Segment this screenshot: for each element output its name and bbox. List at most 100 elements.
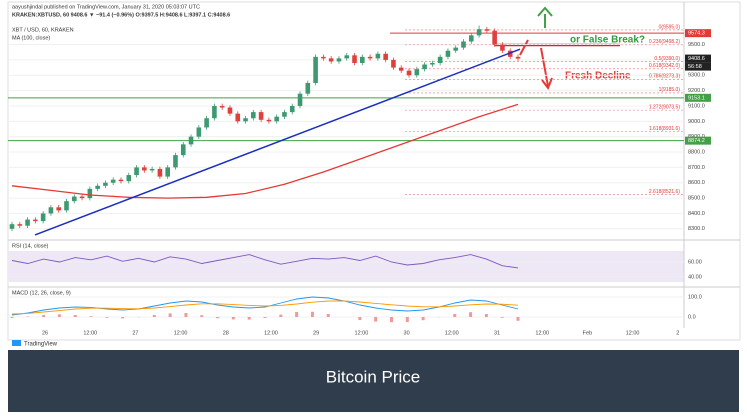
histogram-bar bbox=[90, 316, 93, 317]
candle-body bbox=[80, 197, 85, 199]
histogram-bar bbox=[422, 317, 425, 320]
author-line: aayushjindal published on TradingView.co… bbox=[12, 4, 200, 10]
fib-label: 0.618(9342.0) bbox=[649, 63, 680, 69]
x-tick-label: 28 bbox=[223, 330, 229, 336]
histogram-bar bbox=[358, 317, 361, 320]
logo-icon bbox=[12, 340, 21, 346]
candle-body bbox=[430, 63, 435, 65]
x-tick-label: 12:00 bbox=[445, 330, 459, 336]
candle-body bbox=[181, 144, 186, 155]
candle-body bbox=[329, 58, 334, 61]
x-tick-label: 2 bbox=[676, 330, 679, 336]
histogram-bar bbox=[169, 313, 172, 317]
candle-body bbox=[399, 68, 404, 71]
candle-body bbox=[453, 48, 458, 51]
histogram-bar bbox=[248, 317, 251, 320]
x-tick-label: 26 bbox=[42, 330, 48, 336]
histogram-bar bbox=[517, 317, 520, 321]
fib-label: 0.236(9498.2) bbox=[649, 39, 680, 45]
histogram-bar bbox=[469, 312, 472, 317]
price-tag-label: 9408.6 bbox=[688, 56, 705, 62]
fib-label: 2.618(8521.6) bbox=[649, 189, 680, 195]
candle-body bbox=[126, 175, 131, 181]
fib-label: 0.786(9273.3) bbox=[649, 74, 680, 80]
fib-label: 1.272(9073.5) bbox=[649, 104, 680, 110]
histogram-bar bbox=[74, 315, 77, 317]
candle-body bbox=[33, 220, 38, 222]
histogram-bar bbox=[264, 317, 267, 318]
histogram-bar bbox=[406, 317, 409, 322]
candle-body bbox=[259, 112, 264, 120]
candle-body bbox=[321, 57, 326, 59]
candle-body bbox=[344, 55, 349, 58]
candle-body bbox=[243, 118, 248, 121]
candle-body bbox=[407, 71, 412, 76]
y-tick-label: 100.0 bbox=[688, 294, 702, 300]
candle-body bbox=[197, 127, 202, 136]
candle-body bbox=[461, 41, 466, 47]
x-tick-label: 12:00 bbox=[535, 330, 549, 336]
y-tick-label: 8800.0 bbox=[688, 149, 705, 155]
candle-body bbox=[516, 57, 521, 59]
y-tick-label: 40.00 bbox=[688, 274, 702, 280]
candle-body bbox=[150, 169, 155, 171]
candle-body bbox=[165, 167, 170, 176]
y-tick-label: 9500.0 bbox=[688, 42, 705, 48]
candle-body bbox=[72, 197, 77, 202]
macd-label: MACD (12, 26, close, 9) bbox=[12, 290, 71, 296]
candle-body bbox=[492, 31, 497, 45]
candle-body bbox=[64, 201, 69, 210]
candle-body bbox=[469, 35, 474, 41]
candle-body bbox=[17, 224, 22, 226]
candle-body bbox=[235, 114, 240, 122]
histogram-bar bbox=[58, 314, 61, 317]
rsi-label: RSI (14, close) bbox=[12, 243, 49, 249]
histogram-bar bbox=[105, 317, 108, 318]
histogram-bar bbox=[279, 315, 282, 317]
y-tick-label: 8500.0 bbox=[688, 196, 705, 202]
histogram-bar bbox=[295, 312, 298, 317]
candle-body bbox=[119, 180, 124, 182]
candle-body bbox=[368, 57, 373, 59]
candle-body bbox=[212, 106, 217, 118]
candle-body bbox=[313, 57, 318, 83]
annotation: Fresh Decline bbox=[565, 71, 631, 82]
histogram-bar bbox=[311, 312, 314, 317]
candle-body bbox=[10, 224, 15, 229]
x-tick-label: 29 bbox=[313, 330, 319, 336]
histogram-bar bbox=[485, 314, 488, 317]
x-tick-label: 12:00 bbox=[264, 330, 278, 336]
y-tick-label: 9100.0 bbox=[688, 103, 705, 109]
x-tick-label: 12:00 bbox=[83, 330, 97, 336]
candle-body bbox=[352, 55, 357, 63]
fib-label: 0.5(9390.0) bbox=[654, 56, 680, 62]
candle-body bbox=[25, 220, 30, 226]
y-tick-label: 8600.0 bbox=[688, 180, 705, 186]
candle-body bbox=[298, 94, 303, 106]
candle-body bbox=[111, 180, 116, 183]
candle-body bbox=[228, 108, 233, 114]
candle-body bbox=[360, 57, 365, 63]
candle-body bbox=[415, 69, 420, 75]
histogram-bar bbox=[453, 314, 456, 317]
fib-label: 0(9595.0) bbox=[659, 24, 681, 30]
candle-body bbox=[41, 213, 46, 221]
candle-body bbox=[103, 183, 108, 186]
histogram-bar bbox=[216, 317, 219, 318]
candle-body bbox=[95, 186, 100, 189]
x-tick-label: 30 bbox=[404, 330, 410, 336]
candle-body bbox=[477, 29, 482, 35]
candle-body bbox=[422, 65, 427, 70]
candle-body bbox=[49, 207, 54, 213]
candle-body bbox=[142, 167, 147, 170]
logo-text: TradingView bbox=[24, 342, 58, 348]
x-tick-label: 12:00 bbox=[355, 330, 369, 336]
histogram-bar bbox=[11, 317, 14, 318]
candle-body bbox=[376, 54, 381, 59]
ma-label: MA (100, close) bbox=[12, 35, 50, 41]
candle-body bbox=[337, 58, 342, 61]
x-tick-label: 31 bbox=[494, 330, 500, 336]
y-tick-label: 60.00 bbox=[688, 259, 702, 265]
candle-body bbox=[158, 169, 163, 177]
